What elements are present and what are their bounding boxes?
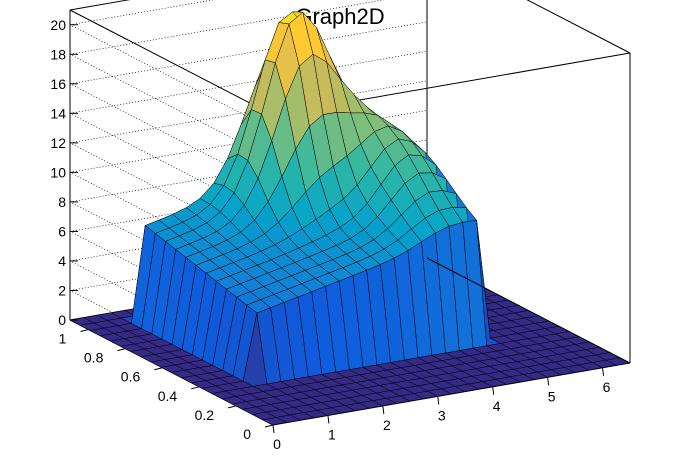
x-tick-mark-3 [437, 396, 440, 405]
z-tick-label-6: 12 [50, 135, 66, 151]
grid-z-left-9 [69, 53, 274, 160]
grid-z-left-6 [69, 142, 274, 249]
x-tick-label-1: 1 [328, 426, 336, 442]
grid-z-back-5 [69, 110, 428, 173]
z-tick-label-10: 20 [50, 17, 66, 33]
y-tick-mark-5 [80, 329, 89, 333]
y-tick-mark-2 [191, 386, 200, 390]
x-tick-mark-0 [272, 424, 275, 434]
grid-z-left-8 [69, 83, 274, 190]
z-tick-label-0: 0 [58, 312, 66, 328]
y-tick-label-1: 0.2 [195, 407, 215, 423]
grid-z-back-3 [69, 169, 428, 232]
x-tick-label-6: 6 [603, 379, 611, 395]
y-tick-label-5: 1 [59, 331, 67, 347]
z-tick-label-4: 8 [58, 194, 66, 210]
z-tick-label-5: 10 [50, 164, 66, 180]
frame-edge-right-top [526, 0, 631, 54]
grid-z-back-9 [69, 0, 385, 55]
z-tick-label-1: 2 [58, 282, 66, 298]
x-tick-mark-6 [602, 367, 605, 376]
z-tick-label-8: 16 [50, 76, 66, 92]
y-tick-mark-3 [154, 367, 163, 371]
z-tick-label-7: 14 [50, 105, 66, 121]
surface-mesh [69, 11, 631, 426]
y-tick-label-2: 0.4 [158, 388, 178, 404]
x-tick-mark-1 [327, 415, 330, 424]
y-tick-mark-1 [227, 405, 237, 409]
grid-z-back-6 [69, 80, 428, 144]
x-tick-label-0: 0 [273, 436, 281, 452]
grid-z-back-8 [69, 21, 428, 85]
z-tick-label-3: 6 [58, 223, 66, 239]
y-tick-label-3: 0.6 [121, 369, 141, 385]
frame-edge-front-bottom [272, 362, 631, 426]
y-tick-mark-0 [264, 424, 274, 428]
y-tick-mark-4 [117, 348, 126, 352]
x-tick-label-4: 4 [493, 398, 501, 414]
z-tick-label-2: 4 [58, 253, 66, 269]
grid-z-left-10 [69, 24, 274, 131]
x-tick-label-2: 2 [383, 417, 391, 433]
x-tick-mark-2 [382, 405, 385, 414]
frame-edge-left-top [69, 9, 274, 116]
grid-z-back-2 [69, 198, 428, 262]
x-tick-mark-4 [492, 386, 495, 395]
grid-z-back-7 [69, 50, 428, 114]
y-tick-label-0: 0 [243, 426, 251, 442]
x-tick-mark-5 [547, 377, 550, 386]
frame-edge-right-bottom [426, 257, 631, 364]
grid-z-back-10 [69, 0, 215, 26]
z-tick-label-9: 18 [50, 46, 66, 62]
axes-frame-front [272, 257, 631, 426]
y-tick-label-4: 0.8 [84, 350, 104, 366]
x-tick-label-3: 3 [438, 407, 446, 423]
grid-z-back-4 [69, 139, 428, 203]
grid-z-back-1 [69, 228, 428, 291]
grid-z-left-7 [69, 113, 274, 219]
x-tick-label-5: 5 [548, 388, 556, 404]
